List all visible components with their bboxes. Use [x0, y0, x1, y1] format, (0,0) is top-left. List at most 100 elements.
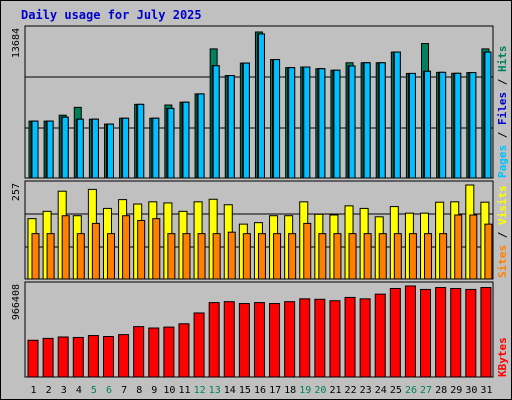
kbytes-bar — [314, 298, 326, 378]
sites-bar — [484, 223, 493, 280]
kbytes-bar — [404, 285, 416, 378]
x-tick-label: 31 — [480, 385, 492, 396]
pages-bar-body — [318, 68, 326, 179]
x-tick-label: 11 — [178, 385, 190, 396]
pages-bar-body — [212, 65, 220, 179]
legend-visits: Visits — [496, 185, 509, 225]
kbytes-bar — [133, 326, 145, 378]
x-tick-label: 5 — [91, 385, 97, 396]
kbytes-bar — [27, 339, 39, 378]
legend-separator: / — [496, 72, 509, 92]
sites-bar — [378, 233, 387, 280]
sites-bar-body — [424, 233, 433, 280]
sites-bar-body — [439, 233, 448, 280]
kbytes-bar — [238, 303, 250, 378]
sites-bar — [76, 233, 85, 280]
kbytes-bar-body — [163, 326, 175, 378]
x-tick-label: 28 — [435, 385, 447, 396]
kbytes-bar-body — [480, 287, 492, 378]
legend-pages: Pages — [496, 145, 509, 178]
sites-bar-body — [333, 233, 342, 280]
sites-bar — [333, 233, 342, 280]
kbytes-bar-body — [238, 303, 250, 378]
pages-bar-body — [182, 101, 190, 179]
pages-bar — [167, 107, 175, 179]
kbytes-bar — [163, 326, 175, 378]
pages-bar — [348, 65, 356, 179]
pages-bar — [378, 62, 386, 179]
chart-title: Daily usage for July 2025 — [21, 8, 202, 22]
kbytes-bar-body — [57, 336, 69, 378]
x-tick-label: 2 — [46, 385, 52, 396]
x-tick-label: 6 — [106, 385, 112, 396]
kbytes-bar — [374, 293, 386, 378]
pages-bar — [303, 66, 311, 179]
sites-bar-body — [257, 233, 266, 280]
pages-bar — [333, 69, 341, 179]
legend-kbytes: KBytes — [496, 337, 509, 377]
sites-bar — [273, 233, 282, 280]
kbytes-bar-body — [374, 293, 386, 378]
kbytes-bar-body — [420, 288, 432, 378]
kbytes-bar-body — [72, 336, 84, 378]
sites-bar-body — [46, 233, 55, 280]
pages-bar — [393, 51, 401, 179]
x-tick-label: 10 — [163, 385, 175, 396]
x-tick-label: 12 — [194, 385, 206, 396]
pages-bar-body — [439, 71, 447, 179]
pages-bar — [182, 101, 190, 179]
sites-bar-body — [137, 219, 146, 280]
sites-bar-body — [454, 214, 463, 280]
sites-bar — [469, 214, 478, 280]
pages-bar — [288, 67, 296, 179]
pages-bar — [469, 72, 477, 179]
x-tick-label: 4 — [76, 385, 82, 396]
kbytes-bar-body — [269, 303, 281, 378]
legend-hits: Hits — [496, 46, 509, 73]
pages-bar — [257, 33, 265, 179]
x-tick-label: 8 — [136, 385, 142, 396]
pages-bar-body — [61, 116, 69, 179]
pages-bar — [454, 72, 462, 179]
pages-bar-body — [363, 62, 371, 179]
kbytes-bar-body — [329, 300, 341, 378]
pages-bar — [106, 123, 114, 179]
pages-bar — [363, 62, 371, 179]
sites-bar-body — [197, 233, 206, 280]
sites-bar-body — [61, 215, 70, 280]
sites-bar — [122, 215, 131, 280]
kbytes-bar — [420, 288, 432, 378]
legend-hits-files-pages: Pages / Files / Hits — [496, 46, 509, 179]
kbytes-bar — [480, 287, 492, 378]
kbytes-bar-body — [133, 326, 145, 378]
sites-bar — [197, 233, 206, 280]
x-tick-label: 30 — [465, 385, 477, 396]
legend-kbytes: KBytes — [496, 337, 509, 377]
legend-visits-sites: Sites / Visits — [496, 185, 509, 278]
kbytes-bar-body — [389, 287, 401, 378]
pages-bar — [424, 70, 432, 179]
x-tick-label: 15 — [239, 385, 251, 396]
sites-bar — [106, 233, 115, 280]
sites-bar — [424, 233, 433, 280]
kbytes-bar-body — [359, 298, 371, 378]
kbytes-bar-body — [178, 323, 190, 378]
x-tick-label: 26 — [405, 385, 417, 396]
sites-bar — [318, 233, 327, 280]
x-tick-label: 16 — [254, 385, 266, 396]
sites-bar-body — [212, 233, 221, 280]
sites-bar — [182, 233, 191, 280]
kbytes-bar — [344, 296, 356, 378]
sites-bar — [242, 233, 251, 280]
sites-bar — [408, 233, 417, 280]
x-tick-label: 18 — [284, 385, 296, 396]
y-max-label: 13684 — [11, 28, 22, 58]
pages-bar — [91, 118, 99, 179]
kbytes-bar-body — [314, 298, 326, 378]
x-tick-label: 14 — [224, 385, 236, 396]
legend-separator: / — [496, 125, 509, 145]
legend-files: Files — [496, 92, 509, 125]
pages-bar-body — [273, 59, 281, 179]
pages-bar-body — [152, 117, 160, 179]
pages-bar — [137, 103, 145, 179]
